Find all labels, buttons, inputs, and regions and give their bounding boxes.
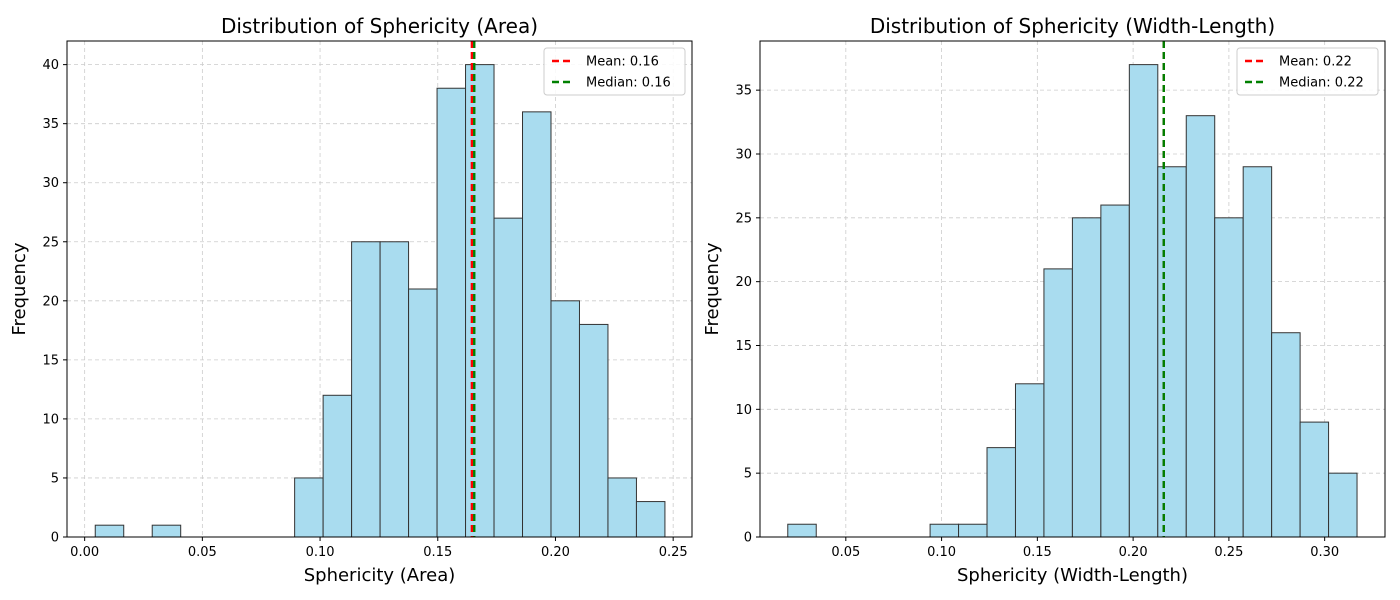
histogram-bar bbox=[929, 523, 960, 538]
histogram-bar bbox=[550, 300, 580, 538]
y-tick-label: 10 bbox=[42, 412, 59, 427]
y-tick-label: 25 bbox=[42, 235, 59, 250]
histogram-bar bbox=[787, 523, 817, 538]
legend-mean-label: Mean: 0.22 bbox=[1279, 55, 1352, 70]
histogram-bar bbox=[351, 241, 381, 538]
histogram-bar bbox=[1100, 204, 1130, 538]
y-tick-label: 15 bbox=[42, 353, 59, 368]
histogram-bar bbox=[436, 87, 467, 538]
y-tick-label: 35 bbox=[735, 84, 752, 99]
histogram-bar bbox=[151, 524, 182, 538]
axes-frame bbox=[66, 40, 693, 538]
x-axis-label: Sphericity (Area) bbox=[304, 565, 456, 586]
x-tick-label: 0.15 bbox=[1023, 545, 1052, 560]
y-tick-label: 25 bbox=[735, 211, 752, 226]
histogram-bar bbox=[1185, 115, 1216, 538]
legend-mean-label: Mean: 0.16 bbox=[586, 55, 659, 70]
x-tick-label: 0.25 bbox=[1214, 545, 1243, 560]
y-tick-label: 5 bbox=[51, 471, 59, 486]
y-axis-label: Frequency bbox=[702, 242, 723, 335]
histogram-bar bbox=[958, 523, 988, 538]
histogram-bar bbox=[1128, 64, 1159, 538]
histogram-bar bbox=[1271, 332, 1301, 538]
histogram-bar bbox=[1157, 166, 1187, 538]
x-axis-label: Sphericity (Width-Length) bbox=[957, 565, 1188, 586]
y-tick-label: 5 bbox=[744, 467, 752, 482]
x-tick-label: 0.30 bbox=[1310, 545, 1339, 560]
y-tick-label: 20 bbox=[735, 275, 752, 290]
x-tick-label: 0.25 bbox=[659, 545, 688, 560]
histogram-bar bbox=[294, 477, 324, 538]
histogram-bar bbox=[522, 111, 552, 538]
y-tick-label: 0 bbox=[51, 531, 59, 546]
histogram-bar bbox=[635, 501, 666, 538]
histogram-area-panel: 0.00 0.05 0.10 0.15 0.20 0.25 0 5 10 15 20 25 30 35 40… bbox=[9, 14, 693, 586]
x-tick-label: 0.00 bbox=[70, 545, 99, 560]
legend-median-label: Median: 0.22 bbox=[1279, 76, 1364, 91]
legend-median-label: Median: 0.16 bbox=[586, 76, 671, 91]
histogram-bar bbox=[1214, 217, 1244, 538]
y-tick-label: 35 bbox=[42, 117, 59, 132]
histogram-bar bbox=[1299, 421, 1330, 538]
x-tick-label: 0.20 bbox=[541, 545, 570, 560]
x-tick-label: 0.10 bbox=[927, 545, 956, 560]
y-tick-label: 0 bbox=[744, 531, 752, 546]
histogram-bar bbox=[578, 323, 609, 538]
y-tick-label: 20 bbox=[42, 294, 59, 309]
y-tick-label: 30 bbox=[735, 147, 752, 162]
histogram-bar bbox=[379, 241, 410, 538]
legend-box bbox=[1236, 47, 1379, 96]
x-tick-label: 0.10 bbox=[306, 545, 335, 560]
x-tick-label: 0.20 bbox=[1119, 545, 1148, 560]
histogram-bar bbox=[986, 447, 1016, 538]
histogram-bar bbox=[94, 524, 125, 538]
x-tick-label: 0.15 bbox=[423, 545, 452, 560]
y-tick-label: 15 bbox=[735, 339, 752, 354]
chart-title: Distribution of Sphericity (Width-Length… bbox=[870, 14, 1275, 38]
x-tick-label: 0.05 bbox=[831, 545, 860, 560]
histogram-bar bbox=[607, 477, 637, 538]
histogram-bar bbox=[465, 64, 495, 538]
histogram-bar bbox=[322, 394, 353, 538]
histogram-bar bbox=[1328, 472, 1358, 538]
histogram-bar bbox=[1043, 268, 1073, 538]
histogram-bar bbox=[493, 217, 524, 538]
y-tick-label: 40 bbox=[42, 58, 59, 73]
histogram-bar bbox=[1014, 383, 1045, 538]
histogram-bar bbox=[1071, 217, 1102, 538]
chart-title: Distribution of Sphericity (Area) bbox=[221, 14, 538, 38]
y-tick-label: 30 bbox=[42, 176, 59, 191]
x-tick-label: 0.05 bbox=[188, 545, 217, 560]
y-tick-label: 10 bbox=[735, 403, 752, 418]
histogram-width-length-panel: 0.05 0.10 0.15 0.20 0.25 0.30 0 5 10 15 20 25 30 35 Di… bbox=[702, 14, 1386, 586]
histogram-bar bbox=[408, 288, 438, 538]
axes-frame bbox=[759, 40, 1386, 538]
histogram-bar bbox=[1242, 166, 1273, 538]
y-axis-label: Frequency bbox=[9, 242, 30, 335]
legend-box bbox=[543, 47, 686, 96]
